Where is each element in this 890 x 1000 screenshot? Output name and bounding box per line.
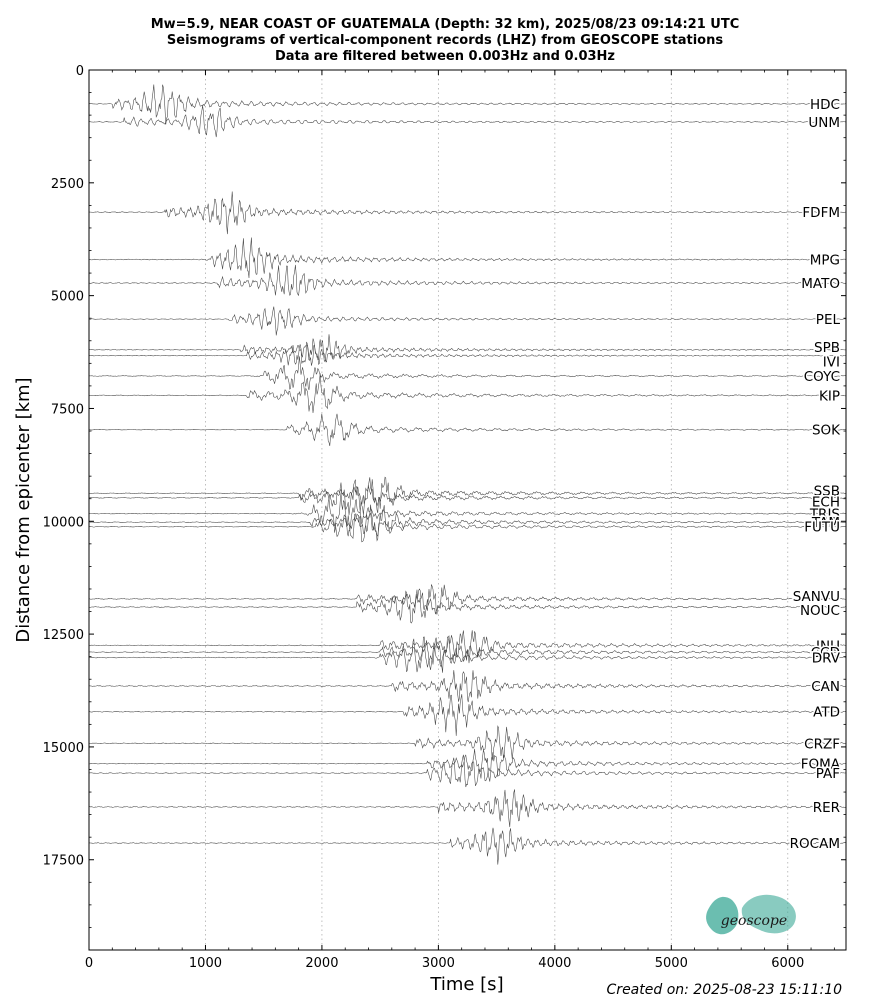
station-label-TAM: TAM [811,515,840,531]
trace-MATO [88,264,846,297]
station-label-CRZF: CRZF [804,736,840,752]
station-label-SSB: SSB [814,483,840,499]
station-label-SOK: SOK [812,423,841,439]
station-label-ATD: ATD [813,705,840,721]
station-label-DRV: DRV [812,651,841,667]
y-axis-label: Distance from epicenter [km] [13,377,34,642]
logo-globe-right-icon [741,894,796,934]
trace-NOUC [88,589,846,624]
station-label-SPB: SPB [814,340,840,356]
title-line-1: Mw=5.9, NEAR COAST OF GUATEMALA (Depth: … [150,17,740,32]
station-label-CCD: CCD [811,645,840,661]
trace-INU [88,630,846,664]
x-tick-label: 2000 [305,956,338,971]
station-label-PEL: PEL [816,312,841,328]
y-tick-label: 2500 [51,177,84,192]
x-axis-label: Time [s] [429,974,503,995]
trace-CCD [88,635,846,673]
y-tick-label: 7500 [51,402,84,417]
trace-MPG [88,237,846,279]
station-label-IVI: IVI [823,355,840,371]
trace-FOMA [88,748,846,782]
station-label-MATO: MATO [801,276,840,292]
chart-title: Mw=5.9, NEAR COAST OF GUATEMALA (Depth: … [0,17,890,65]
y-tick-label: 12500 [43,628,84,643]
y-tick-label: 15000 [43,741,84,756]
trace-ECH [88,479,846,516]
y-tick-label: 0 [76,64,84,79]
station-label-SANVU: SANVU [793,589,840,605]
station-label-FUTU: FUTU [804,520,840,536]
trace-SSB [88,476,846,514]
station-label-KIP: KIP [819,388,840,404]
x-tick-label: 0 [85,956,93,971]
trace-FUTU [88,512,846,543]
trace-KIP [88,373,846,413]
trace-CAN [88,670,846,703]
station-label-RER: RER [813,800,840,816]
station-label-NOUC: NOUC [800,603,840,619]
created-timestamp: Created on: 2025-08-23 15:11:10 [606,982,842,998]
x-tick-label: 1000 [189,956,222,971]
axis-ticks: 0 1000 2000 3000 4000 5000 6000 0 2500 5000 7500 10… [43,64,846,971]
trace-PAF [88,754,846,788]
station-label-TRIS: TRIS [809,507,840,523]
trace-ROCAM [88,827,846,865]
y-tick-label: 5000 [51,290,84,305]
trace-UNM [88,105,846,138]
trace-HDC [88,84,846,125]
trace-RER [88,789,846,828]
trace-CRZF [88,725,846,761]
title-line-3: Data are filtered between 0.003Hz and 0.… [274,49,616,64]
y-tick-label: 17500 [43,854,84,869]
station-label-UNM: UNM [808,115,840,131]
trace-COYC [88,356,846,391]
trace-PEL [88,306,846,336]
station-label-MPG: MPG [810,253,840,269]
logo-text: geoscope [721,913,787,929]
trace-DRV [88,636,846,673]
trace-SANVU [89,583,846,615]
y-tick-label: 10000 [43,515,84,530]
x-tick-label: 5000 [655,956,688,971]
trace-TAM [88,504,846,542]
plot-frame [88,69,847,951]
geoscope-logo: geoscope [706,894,796,935]
station-label-ECH: ECH [812,494,840,510]
station-label-HDC: HDC [810,97,840,113]
station-label-INU: INU [816,638,840,654]
trace-TRIS [88,492,846,533]
x-tick-label: 6000 [771,956,804,971]
seismogram-traces [88,84,846,865]
station-label-PAF: PAF [816,766,840,782]
station-label-CAN: CAN [811,679,840,695]
station-label-FDFM: FDFM [802,205,840,221]
grid-lines [205,70,789,950]
x-tick-label: 4000 [538,956,571,971]
trace-SOK [88,413,846,447]
station-label-FOMA: FOMA [801,757,841,773]
trace-IVI [88,341,846,366]
station-label-ROCAM: ROCAM [790,836,840,852]
trace-FDFM [88,191,846,235]
trace-SPB [88,334,846,363]
x-tick-label: 3000 [422,956,455,971]
title-line-2: Seismograms of vertical-component record… [166,33,724,48]
logo-globe-left-icon [706,896,739,935]
station-label-COYC: COYC [804,369,840,385]
trace-ATD [88,694,846,736]
